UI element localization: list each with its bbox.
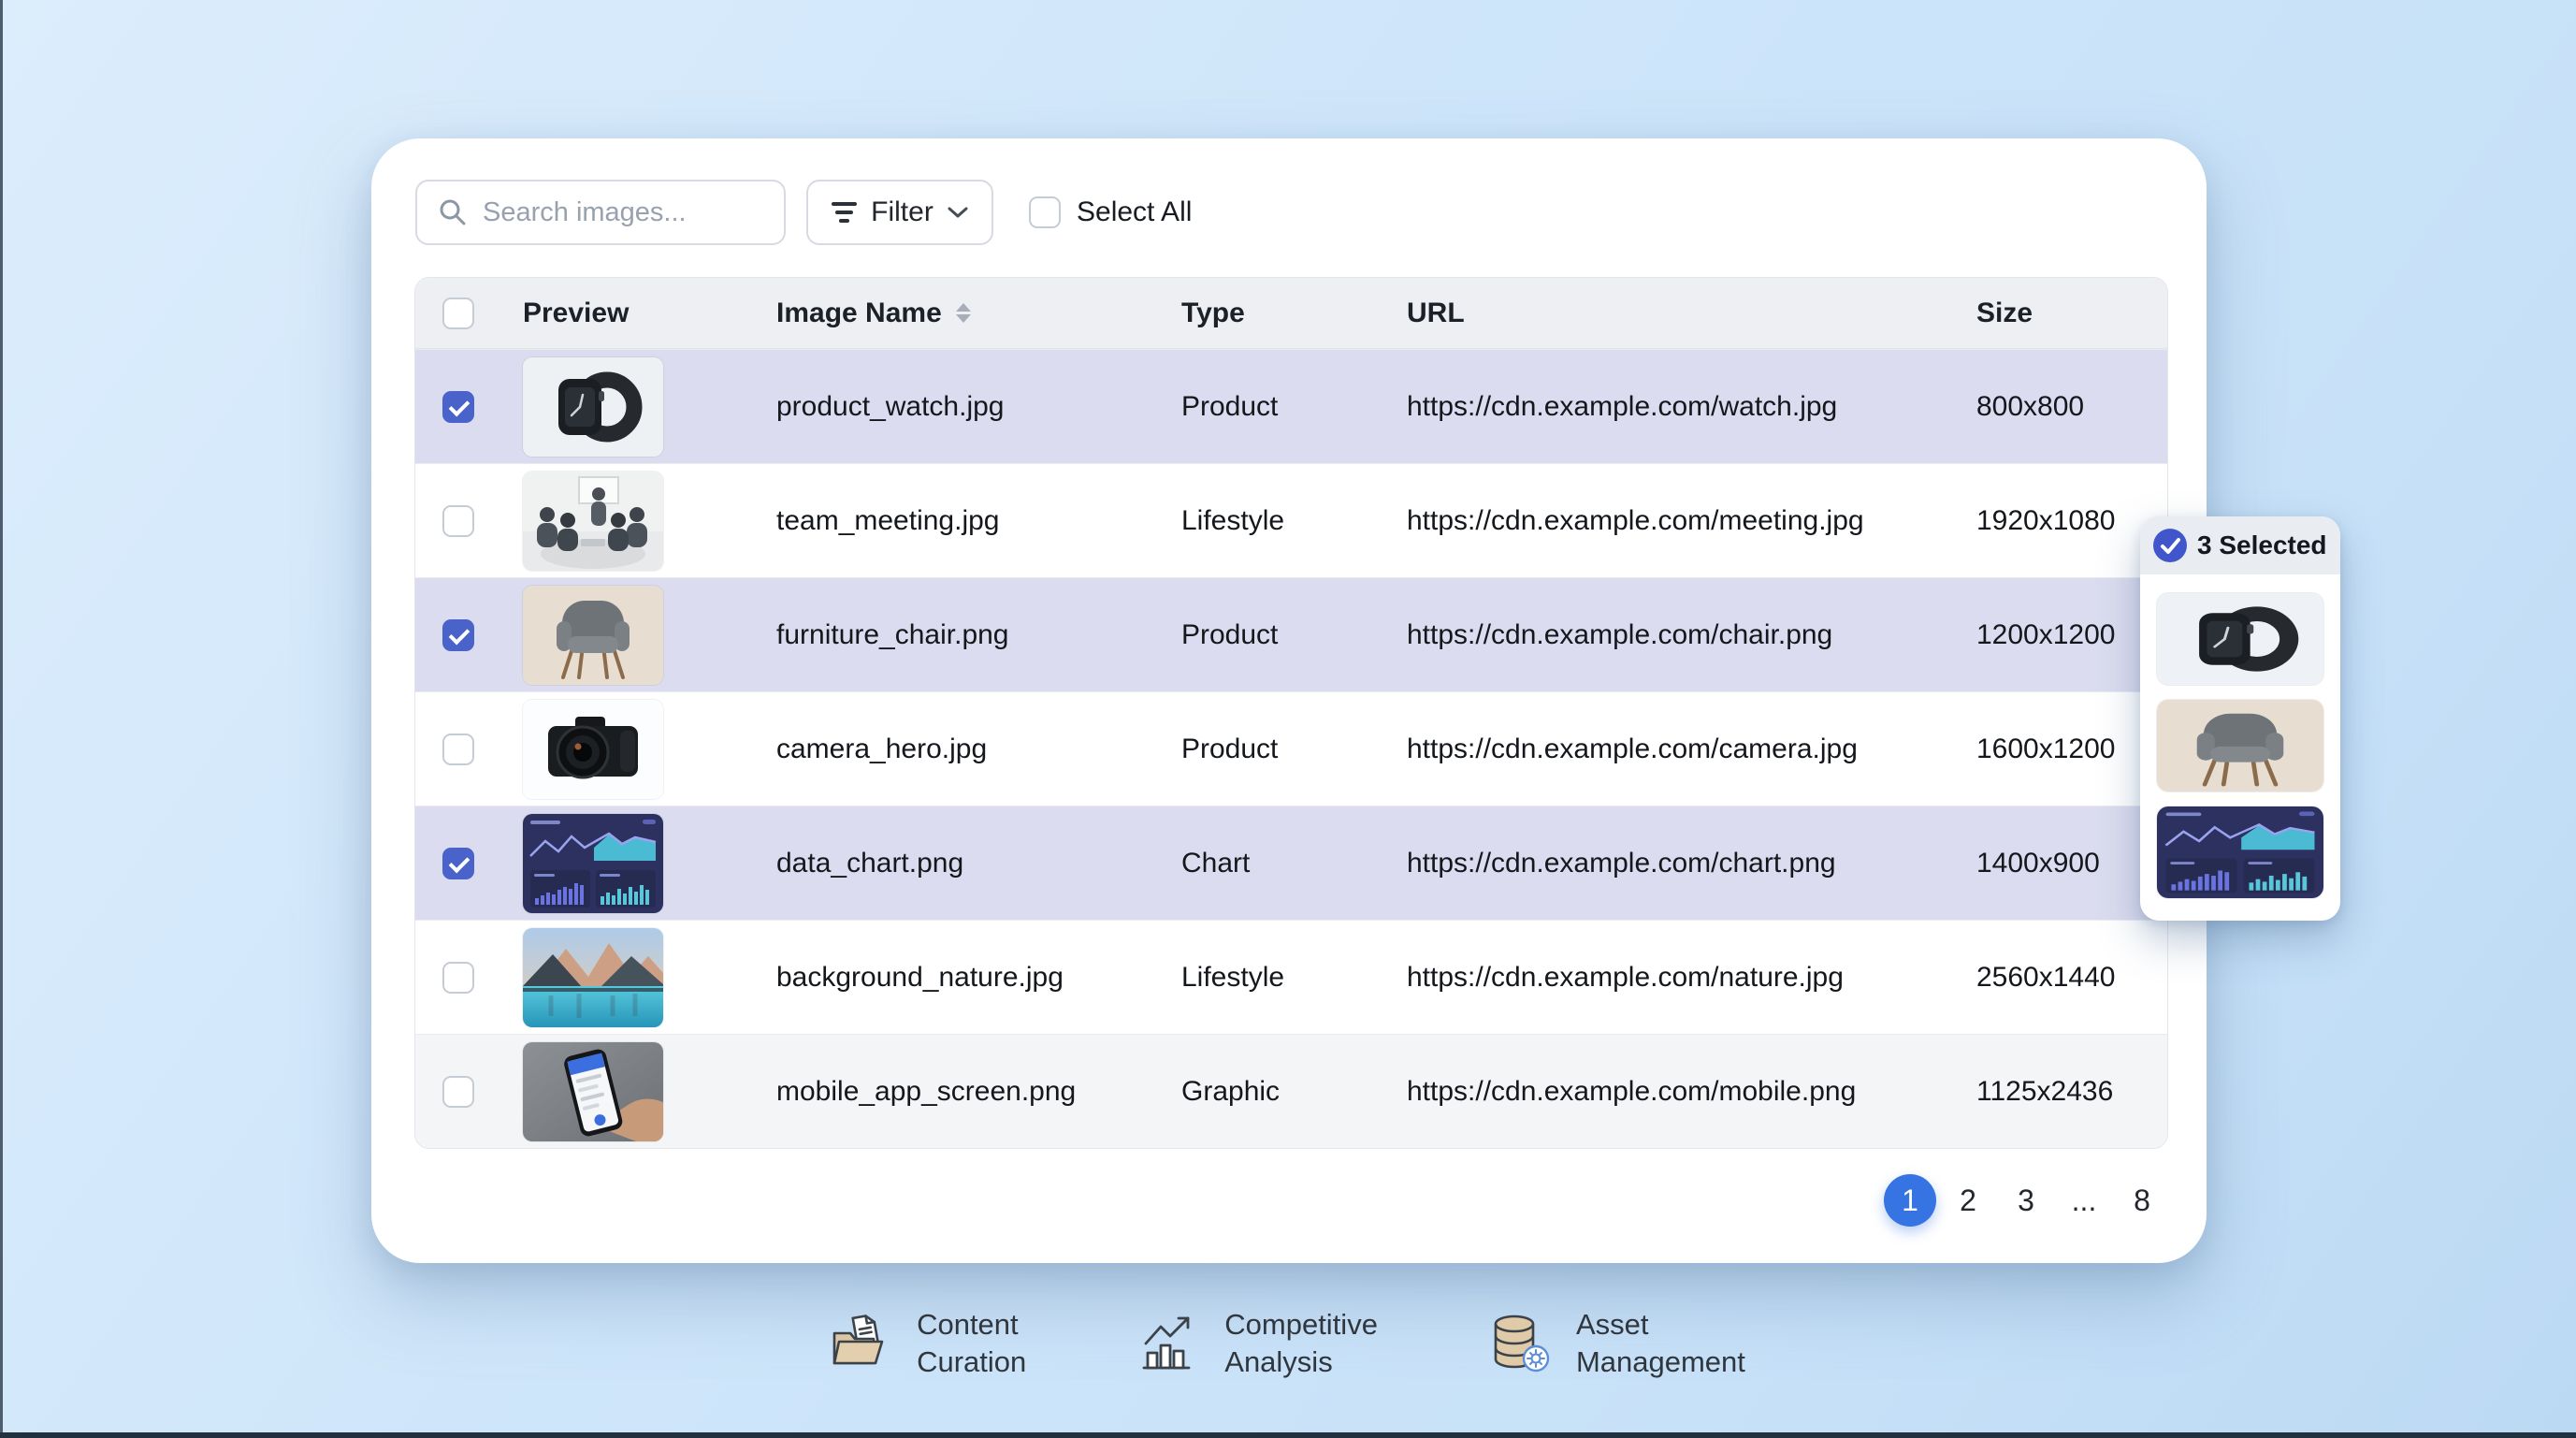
selection-panel-body <box>2140 574 2340 898</box>
pagination: 1 2 3 ... 8 <box>1884 1174 2168 1227</box>
row-checkbox[interactable] <box>442 733 474 765</box>
feature-label: Content Curation <box>917 1308 1027 1378</box>
mobile-thumbnail <box>523 1041 663 1141</box>
image-type: Lifestyle <box>1181 504 1285 536</box>
selected-chart-thumbnail <box>2157 806 2323 898</box>
selected-chair-thumbnail <box>2157 700 2323 792</box>
image-name: furniture_chair.png <box>776 618 1009 650</box>
table-row[interactable]: furniture_chair.png Product https://cdn.… <box>415 577 2167 691</box>
image-url: https://cdn.example.com/camera.jpg <box>1407 733 1858 764</box>
chair-thumbnail <box>523 585 663 685</box>
nature-thumbnail <box>523 927 663 1027</box>
check-circle-icon <box>2153 529 2187 562</box>
row-checkbox[interactable] <box>442 847 474 879</box>
selected-watch-thumbnail <box>2157 593 2323 685</box>
row-checkbox[interactable] <box>442 1075 474 1108</box>
image-manager-window: Search images... Filter Select All Previ… <box>371 138 2207 1263</box>
image-size: 1200x1200 <box>1976 618 2116 650</box>
watch-thumbnail <box>523 356 663 457</box>
feature-label: Asset Management <box>1575 1308 1745 1378</box>
table-row[interactable]: background_nature.jpg Lifestyle https://… <box>415 920 2167 1034</box>
select-all-label: Select All <box>1077 196 1193 227</box>
image-size: 2560x1440 <box>1976 961 2116 993</box>
table-row[interactable]: team_meeting.jpg Lifestyle https://cdn.e… <box>415 463 2167 577</box>
window-edge-left <box>0 0 3 1438</box>
search-placeholder: Search images... <box>483 196 687 227</box>
image-name: camera_hero.jpg <box>776 733 988 764</box>
sort-icon[interactable] <box>955 303 971 323</box>
image-type: Product <box>1181 618 1279 650</box>
image-size: 1125x2436 <box>1976 1075 2114 1107</box>
page-button-2[interactable]: 2 <box>1960 1183 1976 1217</box>
column-header-url: URL <box>1407 297 1465 328</box>
image-type: Graphic <box>1181 1075 1281 1107</box>
select-all-checkbox[interactable] <box>1029 196 1061 228</box>
image-type: Product <box>1181 733 1279 764</box>
row-checkbox[interactable] <box>442 504 474 537</box>
image-type: Lifestyle <box>1181 961 1285 993</box>
page-button-3[interactable]: 3 <box>2018 1183 2034 1217</box>
chevron-down-icon <box>948 207 968 218</box>
image-size: 1920x1080 <box>1976 504 2116 536</box>
image-table: Preview Image Name Type URL Size <box>414 277 2168 1149</box>
feature-legend: Content Curation Competitive Analysis <box>0 1306 2576 1380</box>
image-name: team_meeting.jpg <box>776 504 1000 536</box>
bar-chart-arrow-icon <box>1142 1316 1191 1370</box>
feature-asset-management[interactable]: Asset Management <box>1490 1306 1745 1380</box>
window-edge-bottom <box>0 1432 2576 1438</box>
image-name: product_watch.jpg <box>776 390 1005 422</box>
image-url: https://cdn.example.com/chair.png <box>1407 618 1833 650</box>
camera-thumbnail <box>523 699 663 799</box>
select-all-control[interactable]: Select All <box>1029 196 1192 228</box>
selection-count-label: 3 Selected <box>2197 530 2327 559</box>
image-name: background_nature.jpg <box>776 961 1064 993</box>
selection-panel-header: 3 Selected <box>2140 516 2340 574</box>
selection-panel: 3 Selected <box>2140 516 2340 921</box>
image-size: 1600x1200 <box>1976 733 2116 764</box>
chart-thumbnail <box>523 813 663 913</box>
filter-button[interactable]: Filter <box>806 180 993 245</box>
image-url: https://cdn.example.com/mobile.png <box>1407 1075 1857 1107</box>
image-url: https://cdn.example.com/watch.jpg <box>1407 390 1838 422</box>
page-button-1[interactable]: 1 <box>1884 1174 1936 1227</box>
image-url: https://cdn.example.com/nature.jpg <box>1407 961 1844 993</box>
folder-document-icon <box>832 1314 884 1364</box>
feature-content-curation[interactable]: Content Curation <box>831 1306 1026 1380</box>
toolbar: Search images... Filter Select All <box>415 180 1192 245</box>
feature-label: Competitive Analysis <box>1224 1308 1378 1378</box>
meeting-thumbnail <box>523 471 663 571</box>
column-header-size: Size <box>1976 297 2033 328</box>
image-size: 1400x900 <box>1976 847 2100 879</box>
filter-icon <box>832 202 858 223</box>
feature-competitive-analysis[interactable]: Competitive Analysis <box>1138 1306 1378 1380</box>
table-row[interactable]: mobile_app_screen.png Graphic https://cd… <box>415 1034 2167 1148</box>
image-type: Chart <box>1181 847 1251 879</box>
row-checkbox[interactable] <box>442 390 474 423</box>
image-url: https://cdn.example.com/chart.png <box>1407 847 1836 879</box>
column-header-image-name[interactable]: Image Name <box>776 298 1181 329</box>
page-button-8[interactable]: 8 <box>2134 1183 2150 1217</box>
row-checkbox[interactable] <box>442 618 474 651</box>
image-size: 800x800 <box>1976 390 2085 422</box>
image-type: Product <box>1181 390 1279 422</box>
column-header-type: Type <box>1181 297 1245 328</box>
page-ellipsis: ... <box>2071 1183 2097 1217</box>
database-gear-icon <box>1494 1315 1550 1372</box>
search-input[interactable]: Search images... <box>415 180 786 245</box>
table-row[interactable]: camera_hero.jpg Product https://cdn.exam… <box>415 691 2167 806</box>
column-header-preview: Preview <box>523 297 630 328</box>
row-checkbox[interactable] <box>442 961 474 994</box>
image-url: https://cdn.example.com/meeting.jpg <box>1407 504 1864 536</box>
table-header: Preview Image Name Type URL Size <box>415 278 2167 349</box>
header-checkbox[interactable] <box>442 297 474 329</box>
table-row[interactable]: product_watch.jpg Product https://cdn.ex… <box>415 349 2167 463</box>
search-icon <box>440 199 466 225</box>
image-name: mobile_app_screen.png <box>776 1075 1077 1107</box>
image-name: data_chart.png <box>776 847 964 879</box>
table-row[interactable]: data_chart.png Chart https://cdn.example… <box>415 806 2167 920</box>
